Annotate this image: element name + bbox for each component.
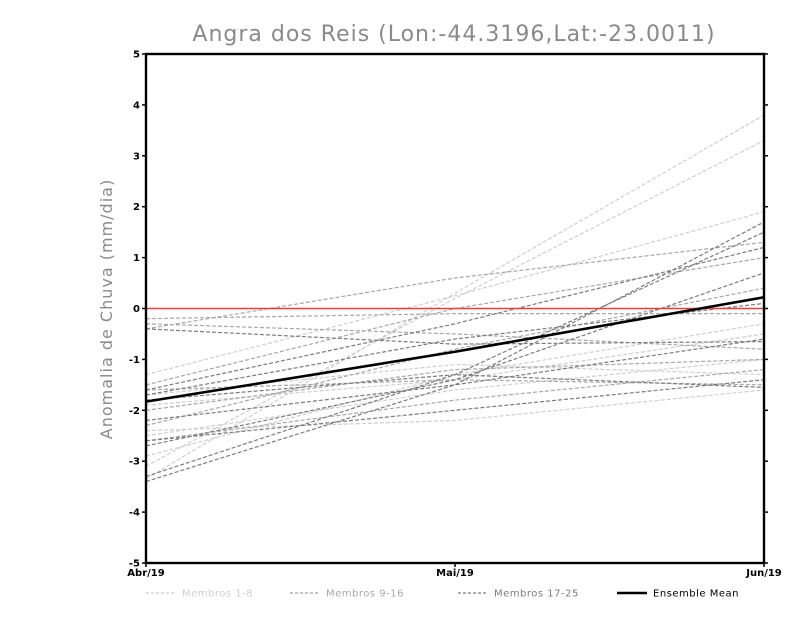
series-line-m9 [145,241,765,330]
y-tick-label: -4 [129,508,140,519]
series-line-m3 [145,211,765,376]
series-line-m15 [145,312,764,320]
legend-label: Membros 17-25 [494,589,579,600]
y-tick-label: -2 [129,406,140,417]
legend: Membros 1-8 Membros 9-16 Membros 17-25 Ense… [146,589,739,600]
series-line-m25 [145,374,765,401]
plot-area: -5 -4 -3 -2 -1 0 1 2 3 4 5 Abr/19 Mai/19 Jun/19 [127,50,782,580]
y-tick-label: 2 [133,202,140,213]
x-tick-label: Jun/19 [745,568,782,579]
y-tick-label: 0 [133,304,140,315]
y-tick-label: 3 [133,151,140,162]
series-line-m18 [145,231,765,478]
series-line-m1 [145,114,765,480]
ensemble-mean-line [145,296,765,403]
series-line-m23 [145,338,765,422]
series-line-m12 [145,323,765,350]
legend-label: Membros 1-8 [182,589,253,600]
series-line-m19 [145,246,765,391]
y-tick-label: -3 [129,457,140,468]
x-tick-label: Mai/19 [436,568,474,579]
series-line-m2 [145,139,765,467]
y-tick-label: -5 [129,559,140,570]
chart-title: Angra dos Reis (Lon:-44.3196,Lat:-23.001… [192,22,715,47]
series-line-m21 [145,302,765,396]
series-line-m14 [145,358,765,411]
y-axis-label: Anomalia de Chuva (mm/dia) [97,179,116,439]
y-tick-label: -1 [129,355,140,366]
legend-label: Membros 9-16 [326,589,404,600]
series-line-m20 [145,272,765,447]
series-line-m13 [145,379,765,391]
series-line-m5 [145,358,765,437]
legend-label: Ensemble Mean [653,589,739,600]
y-tick-label: 4 [133,100,140,111]
series-line-m22 [145,328,765,345]
y-tick-label: 5 [133,50,140,61]
x-tick-label: Abr/19 [127,568,164,579]
series-line-m24 [145,379,765,442]
series-line-m16 [145,368,765,442]
y-tick-label: 1 [133,253,140,264]
